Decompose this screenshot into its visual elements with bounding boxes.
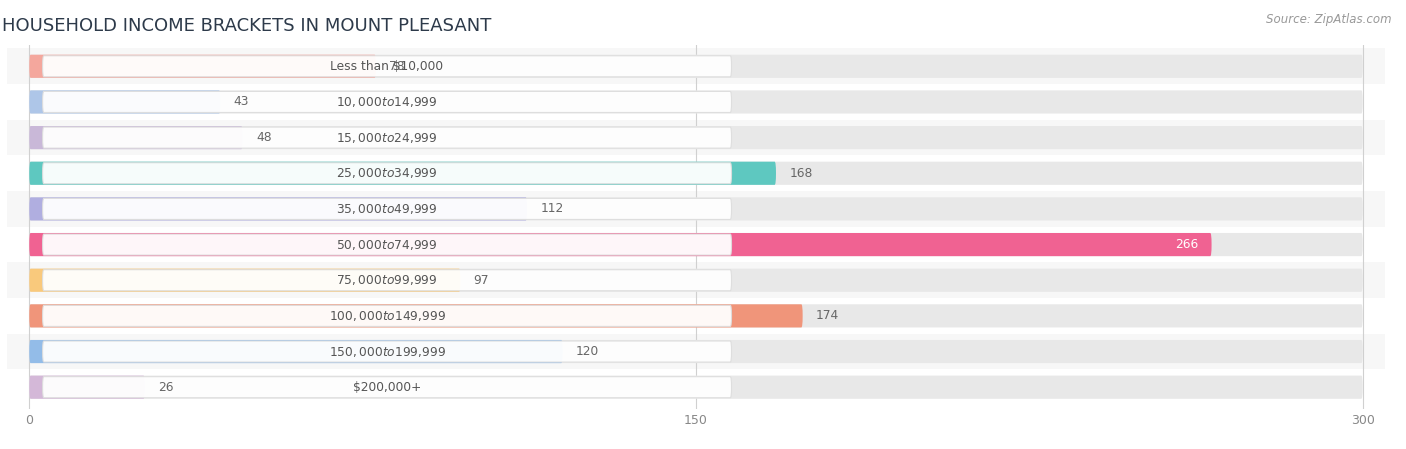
FancyBboxPatch shape [30, 126, 243, 149]
FancyBboxPatch shape [7, 370, 1385, 405]
FancyBboxPatch shape [7, 191, 1385, 227]
FancyBboxPatch shape [30, 269, 1362, 292]
FancyBboxPatch shape [30, 55, 375, 78]
Text: $150,000 to $199,999: $150,000 to $199,999 [329, 344, 446, 359]
FancyBboxPatch shape [30, 90, 1362, 114]
Text: 168: 168 [789, 167, 813, 180]
Text: 97: 97 [474, 274, 489, 287]
FancyBboxPatch shape [30, 233, 1212, 256]
FancyBboxPatch shape [30, 162, 776, 185]
FancyBboxPatch shape [30, 233, 1362, 256]
Text: 26: 26 [157, 381, 174, 394]
Text: $100,000 to $149,999: $100,000 to $149,999 [329, 309, 446, 323]
FancyBboxPatch shape [30, 340, 562, 363]
FancyBboxPatch shape [42, 127, 731, 148]
FancyBboxPatch shape [42, 270, 731, 291]
FancyBboxPatch shape [42, 163, 731, 184]
FancyBboxPatch shape [30, 376, 1362, 399]
Text: 174: 174 [815, 309, 839, 322]
FancyBboxPatch shape [30, 55, 1362, 78]
FancyBboxPatch shape [30, 304, 803, 327]
FancyBboxPatch shape [42, 198, 731, 220]
Text: HOUSEHOLD INCOME BRACKETS IN MOUNT PLEASANT: HOUSEHOLD INCOME BRACKETS IN MOUNT PLEAS… [1, 17, 491, 35]
FancyBboxPatch shape [42, 92, 731, 112]
FancyBboxPatch shape [30, 269, 460, 292]
FancyBboxPatch shape [42, 56, 731, 77]
FancyBboxPatch shape [42, 377, 731, 398]
Text: 78: 78 [389, 60, 405, 73]
Text: Source: ZipAtlas.com: Source: ZipAtlas.com [1267, 13, 1392, 26]
FancyBboxPatch shape [30, 340, 1362, 363]
FancyBboxPatch shape [7, 48, 1385, 84]
Text: 43: 43 [233, 96, 249, 109]
Text: 120: 120 [576, 345, 599, 358]
FancyBboxPatch shape [7, 155, 1385, 191]
FancyBboxPatch shape [7, 334, 1385, 370]
FancyBboxPatch shape [7, 227, 1385, 262]
FancyBboxPatch shape [7, 298, 1385, 334]
FancyBboxPatch shape [42, 234, 731, 255]
Text: $50,000 to $74,999: $50,000 to $74,999 [336, 238, 437, 251]
FancyBboxPatch shape [30, 197, 527, 220]
Text: $200,000+: $200,000+ [353, 381, 422, 394]
Text: 266: 266 [1175, 238, 1198, 251]
FancyBboxPatch shape [30, 304, 1362, 327]
FancyBboxPatch shape [7, 262, 1385, 298]
Text: $15,000 to $24,999: $15,000 to $24,999 [336, 131, 437, 145]
FancyBboxPatch shape [30, 376, 145, 399]
FancyBboxPatch shape [30, 197, 1362, 220]
Text: Less than $10,000: Less than $10,000 [330, 60, 444, 73]
FancyBboxPatch shape [42, 341, 731, 362]
Text: $75,000 to $99,999: $75,000 to $99,999 [336, 273, 437, 287]
FancyBboxPatch shape [7, 120, 1385, 155]
FancyBboxPatch shape [30, 126, 1362, 149]
Text: $10,000 to $14,999: $10,000 to $14,999 [336, 95, 437, 109]
Text: $35,000 to $49,999: $35,000 to $49,999 [336, 202, 437, 216]
FancyBboxPatch shape [42, 305, 731, 326]
Text: 112: 112 [540, 202, 564, 216]
Text: $25,000 to $34,999: $25,000 to $34,999 [336, 166, 437, 180]
FancyBboxPatch shape [30, 162, 1362, 185]
Text: 48: 48 [256, 131, 271, 144]
FancyBboxPatch shape [30, 90, 221, 114]
FancyBboxPatch shape [7, 84, 1385, 120]
